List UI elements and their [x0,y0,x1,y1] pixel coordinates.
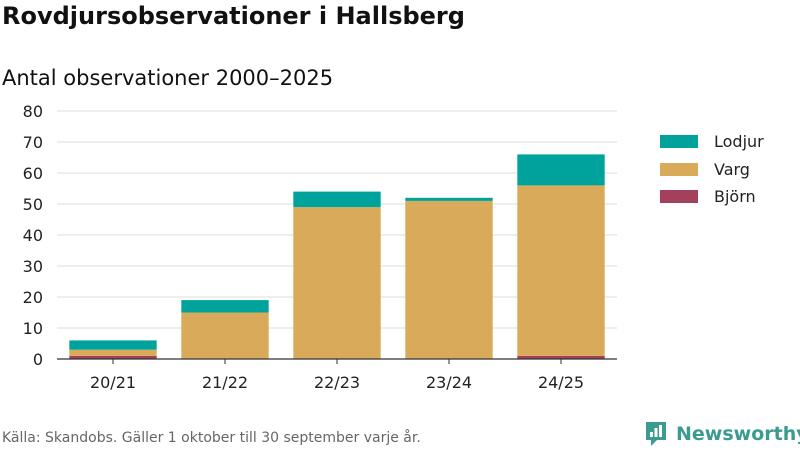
bar-lodjur-20-21 [69,340,157,350]
y-tick-label-50: 50 [23,195,43,214]
legend-swatch-lodjur [660,135,698,149]
y-tick-label-80: 80 [23,102,43,121]
bar-varg-23-24 [405,200,493,359]
y-tick-label-10: 10 [23,319,43,338]
y-tick-label-40: 40 [23,226,43,245]
x-tick-label-21-22: 21/22 [202,373,248,392]
source-note: Källa: Skandobs. Gäller 1 oktober till 3… [2,430,421,446]
y-tick-label-60: 60 [23,164,43,183]
x-tick-label-23-24: 23/24 [426,373,472,392]
bar-lodjur-21-22 [181,300,269,313]
legend-swatch-varg [660,162,698,176]
brand-name: Newsworthy [676,423,800,445]
bar-bjorn-20-21 [69,355,157,359]
y-tick-label-0: 0 [33,350,43,369]
x-tick-label-24-25: 24/25 [538,373,584,392]
y-tick-label-30: 30 [23,257,43,276]
newsworthy-logo-icon [646,422,666,446]
legend-item-bjorn: Björn [660,183,764,211]
legend-label-bjorn: Björn [714,187,756,207]
bar-varg-20-21 [69,349,157,356]
legend-item-varg: Varg [660,156,764,184]
legend-label-varg: Varg [714,159,750,179]
y-tick-label-20: 20 [23,288,43,307]
bar-lodjur-23-24 [405,197,493,201]
legend: Lodjur Varg Björn [660,128,764,211]
legend-item-lodjur: Lodjur [660,128,764,156]
bar-lodjur-22-23 [293,191,381,208]
bar-varg-24-25 [517,185,605,356]
chart-subtitle: Antal observationer 2000–2025 [2,66,334,90]
x-tick-label-22-23: 22/23 [314,373,360,392]
legend-swatch-bjorn [660,190,698,204]
bar-bjorn-24-25 [517,355,605,359]
y-tick-label-70: 70 [23,133,43,152]
bar-varg-22-23 [293,207,381,359]
bar-varg-21-22 [181,312,269,359]
legend-label-lodjur: Lodjur [714,132,764,152]
x-tick-label-20-21: 20/21 [90,373,136,392]
brand: Newsworthy [644,420,800,448]
bar-lodjur-24-25 [517,154,605,186]
chart-title: Rovdjursobservationer i Hallsberg [2,2,465,30]
